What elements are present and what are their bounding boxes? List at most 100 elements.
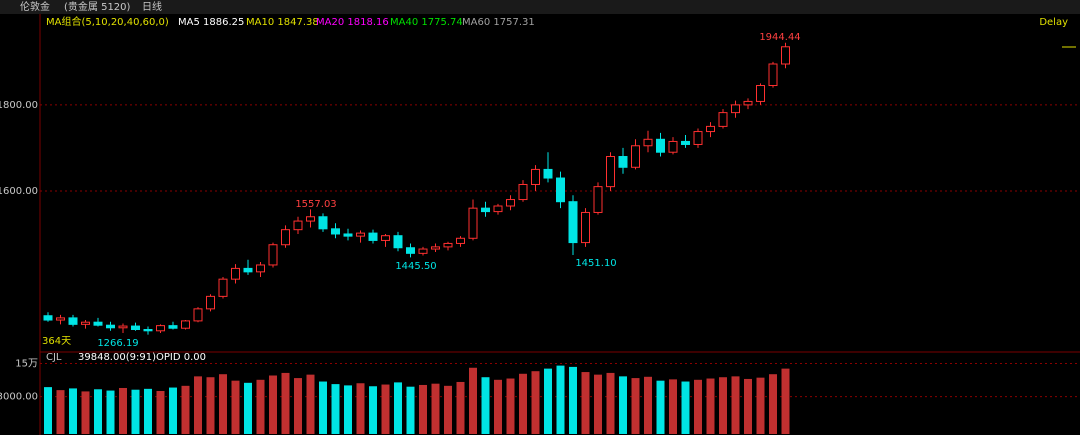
- volume-bar: [469, 367, 477, 434]
- volume-bar: [769, 374, 777, 434]
- candle-body: [456, 237, 465, 244]
- candle-body: [206, 295, 215, 310]
- annotation: 1451.10: [575, 258, 616, 269]
- volume-bar: [269, 375, 277, 434]
- candle-body: [256, 264, 265, 273]
- volume-bar: [731, 376, 740, 434]
- volume-bar: [431, 383, 440, 434]
- candle-body: [418, 248, 428, 254]
- market: (贵金属 5120): [64, 0, 131, 13]
- candle-body: [93, 321, 103, 326]
- candle-body: [656, 138, 665, 153]
- candle-body: [468, 207, 478, 239]
- annotation: 1557.03: [295, 199, 336, 210]
- volume-bar: [619, 376, 627, 434]
- volume-bar: [594, 374, 602, 434]
- ma-legend: MA20 1818.16: [316, 17, 389, 28]
- ma-legend: MA40 1775.74: [390, 17, 463, 28]
- candle-body: [393, 235, 403, 249]
- volume-bar: [456, 381, 465, 434]
- candle-body: [731, 104, 740, 114]
- candle-body: [568, 201, 578, 244]
- candle-body: [118, 325, 128, 329]
- candle-body: [518, 183, 528, 201]
- y-tick-label: 1600.00: [0, 186, 38, 197]
- volume-bar: [694, 379, 702, 434]
- candle-body: [718, 112, 728, 127]
- candle-body: [293, 220, 303, 231]
- volume-bar: [756, 377, 765, 434]
- candle-body: [668, 140, 678, 153]
- volume-bar: [244, 382, 252, 434]
- volume-bar: [356, 383, 365, 434]
- volume-bar: [781, 368, 790, 434]
- candle-body: [218, 278, 228, 297]
- volume-bar: [544, 368, 552, 434]
- candle-body: [618, 156, 628, 168]
- candle-body: [143, 329, 153, 332]
- volume-bar: [631, 378, 640, 434]
- volume-bar: [419, 384, 427, 434]
- volume-bar: [394, 382, 402, 434]
- candle-body: [131, 325, 140, 331]
- volume-bar: [319, 381, 327, 434]
- volume-bar: [94, 389, 102, 434]
- symbol-name[interactable]: 伦敦金: [20, 0, 50, 13]
- candle-body: [481, 207, 490, 213]
- candle-body: [68, 317, 78, 325]
- candle-body: [506, 199, 515, 207]
- candle-body: [706, 125, 715, 133]
- candle-body: [781, 46, 790, 65]
- y-tick-label: 1800.00: [0, 100, 38, 111]
- candle-body: [556, 177, 565, 203]
- volume-bar: [344, 385, 352, 434]
- candle-body: [768, 63, 778, 87]
- candle-body: [156, 325, 165, 332]
- volume-bar: [331, 384, 340, 434]
- volume-bar: [481, 377, 490, 434]
- candle-body: [243, 267, 253, 273]
- volume-bar: [181, 385, 190, 434]
- volume-bar: [206, 377, 215, 434]
- volume-bar: [81, 391, 90, 434]
- volume-bar: [56, 390, 65, 434]
- candle-body: [106, 324, 115, 329]
- volume-bar: [106, 390, 115, 434]
- volume-bar: [381, 384, 390, 434]
- candle-body: [81, 321, 90, 325]
- volume-bar: [69, 388, 77, 434]
- ma-legend: MA5 1886.25: [178, 17, 244, 28]
- volume-bar: [706, 378, 715, 434]
- span-label: 364天: [42, 336, 71, 347]
- volume-bar: [219, 374, 227, 434]
- candle-body: [593, 186, 603, 213]
- volume-bar: [669, 379, 677, 434]
- volume-bar: [719, 377, 727, 434]
- volume-bar: [506, 378, 515, 434]
- volume-bar: [606, 372, 615, 434]
- volume-bar: [281, 372, 290, 434]
- volume-bar: [569, 366, 577, 434]
- volume-value: 39848.00(9:91): [78, 352, 156, 363]
- candle-body: [368, 232, 378, 241]
- candle-body: [193, 308, 203, 322]
- candle-body: [531, 168, 540, 185]
- candle-body: [581, 211, 590, 244]
- volume-bar: [194, 376, 202, 434]
- annotation: 1266.19: [97, 338, 138, 349]
- candle-body: [56, 317, 65, 321]
- volume-bar: [519, 373, 527, 434]
- candle-body: [331, 228, 340, 235]
- candle-body: [343, 233, 353, 237]
- volume-bar: [556, 365, 565, 434]
- ma-legend-title: MA组合(5,10,20,40,60,0): [46, 15, 169, 28]
- volume-bar: [156, 390, 165, 434]
- volume-bar: [369, 386, 377, 434]
- delay: Delay: [1039, 17, 1068, 28]
- candle-body: [431, 246, 440, 250]
- volume-bar: [581, 372, 590, 434]
- candle-body: [168, 325, 178, 329]
- candle-body: [493, 205, 503, 213]
- ma-legend: MA10 1847.38: [246, 17, 319, 28]
- period[interactable]: 日线: [142, 0, 162, 13]
